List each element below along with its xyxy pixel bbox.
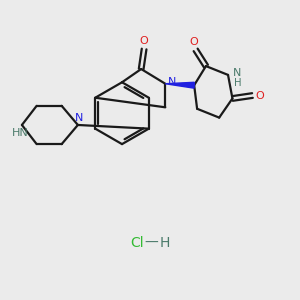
Polygon shape (165, 82, 194, 88)
Text: —: — (145, 236, 158, 250)
Text: O: O (140, 36, 148, 46)
Text: N: N (233, 68, 242, 78)
Text: H: H (234, 78, 241, 88)
Text: N: N (168, 77, 176, 87)
Text: Cl: Cl (130, 236, 144, 250)
Text: O: O (190, 37, 199, 47)
Text: N: N (75, 112, 83, 123)
Text: O: O (256, 91, 265, 100)
Text: HN: HN (12, 128, 29, 138)
Text: H: H (160, 236, 170, 250)
